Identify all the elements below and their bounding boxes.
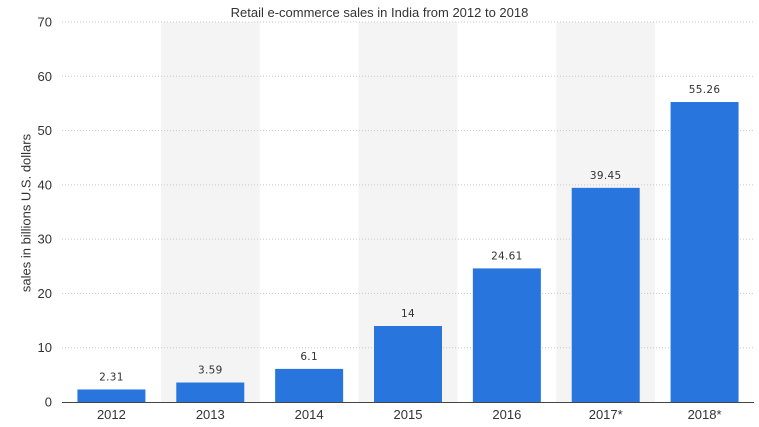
y-tick-label: 50: [38, 123, 52, 138]
bar-2018*: [670, 102, 739, 402]
data-label-2013: 3.59: [198, 365, 223, 377]
x-tick-label-2015: 2015: [394, 407, 423, 422]
y-tick-label: 10: [38, 340, 52, 355]
data-label-2014: 6.1: [300, 351, 318, 363]
data-label-2017*: 39.45: [590, 170, 622, 182]
bar-2013: [176, 382, 245, 402]
background-band: [160, 22, 260, 402]
y-tick-label: 0: [45, 395, 52, 410]
y-tick-label: 40: [38, 177, 52, 192]
bar-2015: [374, 326, 442, 402]
bar-2016: [472, 268, 541, 402]
x-tick-label-2018*: 2018*: [688, 407, 722, 422]
data-label-2016: 24.61: [491, 250, 523, 262]
x-tick-label-2016: 2016: [492, 407, 521, 422]
bar-2012: [77, 389, 146, 402]
data-label-2018*: 55.26: [689, 84, 721, 96]
bar-2017*: [571, 187, 640, 402]
y-tick-label: 30: [38, 232, 52, 247]
y-tick-label: 60: [38, 69, 52, 84]
y-tick-label: 70: [38, 15, 52, 30]
bar-2014: [275, 368, 344, 402]
x-tick-label-2012: 2012: [97, 407, 126, 422]
data-label-2012: 2.31: [99, 371, 124, 383]
data-label-2015: 14: [401, 308, 415, 320]
y-tick-label: 20: [38, 286, 52, 301]
x-tick-label-2014: 2014: [295, 407, 324, 422]
chart-title: Retail e-commerce sales in India from 20…: [230, 5, 529, 20]
x-tick-label-2013: 2013: [196, 407, 225, 422]
x-tick-label-2017*: 2017*: [589, 407, 623, 422]
